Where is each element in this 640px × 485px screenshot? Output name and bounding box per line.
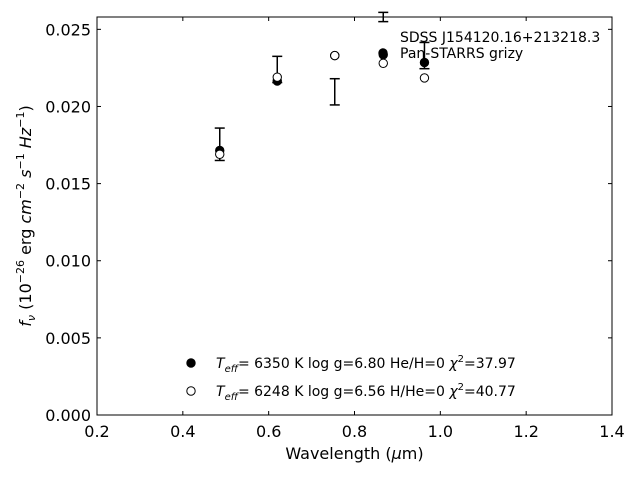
y-label-hz: Hz [16,127,35,148]
x-axis-label-part: m) [402,444,424,463]
x-axis-label-mu: μ [391,444,402,463]
x-tick-label: 0.2 [84,422,109,441]
y-axis-label: fν (10−26 erg cm−2 s−1 Hz−1) [14,105,38,326]
chi-superscript: 2 [458,354,464,365]
teff-subscript: eff [225,392,240,403]
teff-subscript: eff [225,364,240,375]
y-label-f: f [16,319,35,327]
y-tick-label: 0.010 [45,252,91,271]
legend-marker-filled [378,48,388,58]
y-tick-label: 0.015 [45,175,91,194]
y-label-exp: −2 [14,183,27,199]
legend-label-photometry: Pan-STARRS grizy [400,46,523,62]
axes-layer: 0.2 0.4 0.6 0.8 1.0 1.2 1.4 0.000 0.005 0.010 0.01… [14,16,625,463]
chi-symbol: χ [448,384,458,400]
x-axis-label: Wavelength (μm) [285,444,423,463]
y-label-exp: −1 [14,112,27,128]
model-point-open [215,149,225,159]
chi-symbol: χ [448,356,458,372]
y-tick-label: 0.000 [45,406,91,425]
model-point-open [419,73,430,83]
teff-symbol: T [216,356,226,372]
model-point-open [272,72,282,82]
model-point-filled [419,57,430,68]
x-tick-label: 0.6 [256,422,281,441]
y-label-nu: ν [25,315,38,321]
chi-value: =40.77 [464,384,516,400]
y-tick-label: 0.025 [45,20,91,39]
fit-annotation-2: Teff= 6248 K log g=6.56 H/He=0 χ2=40.77 [216,382,516,403]
y-label-part: erg [16,224,35,260]
legend-label-object: SDSS J154120.16+213218.3 [400,30,600,46]
teff-symbol: T [216,384,226,400]
y-label-exp: −26 [14,260,27,283]
annotation-marker-open [186,386,196,396]
y-label-s: s [16,170,35,178]
x-tick-label: 0.4 [170,422,195,441]
x-tick-label: 1.2 [513,422,538,441]
y-label-exp: −1 [14,153,27,169]
annotation-marker-filled [186,358,196,368]
x-tick-label: 0.8 [342,422,367,441]
y-label-part: (10 [16,283,35,315]
fit-params: = 6350 K log g=6.80 He/H=0 [238,356,449,372]
x-tick-label: 1.0 [428,422,453,441]
chi-value: =37.97 [464,356,516,372]
y-tick-label: 0.005 [45,329,91,348]
y-label-cm: cm [16,199,35,223]
y-label-part: ) [16,105,35,111]
marks-layer [214,11,430,162]
x-tick-label: 1.4 [599,422,624,441]
chi-superscript: 2 [458,382,464,393]
fit-annotation-1: Teff= 6350 K log g=6.80 He/H=0 χ2=37.97 [216,354,516,375]
y-tick-label: 0.020 [45,97,91,116]
model-point-open [330,50,340,61]
fit-params: = 6248 K log g=6.56 H/He=0 [238,384,449,400]
x-axis-label-part: Wavelength ( [285,444,391,463]
model-point-open [378,58,388,68]
annotation-layer: Teff= 6350 K log g=6.80 He/H=0 χ2=37.97T… [186,354,516,403]
